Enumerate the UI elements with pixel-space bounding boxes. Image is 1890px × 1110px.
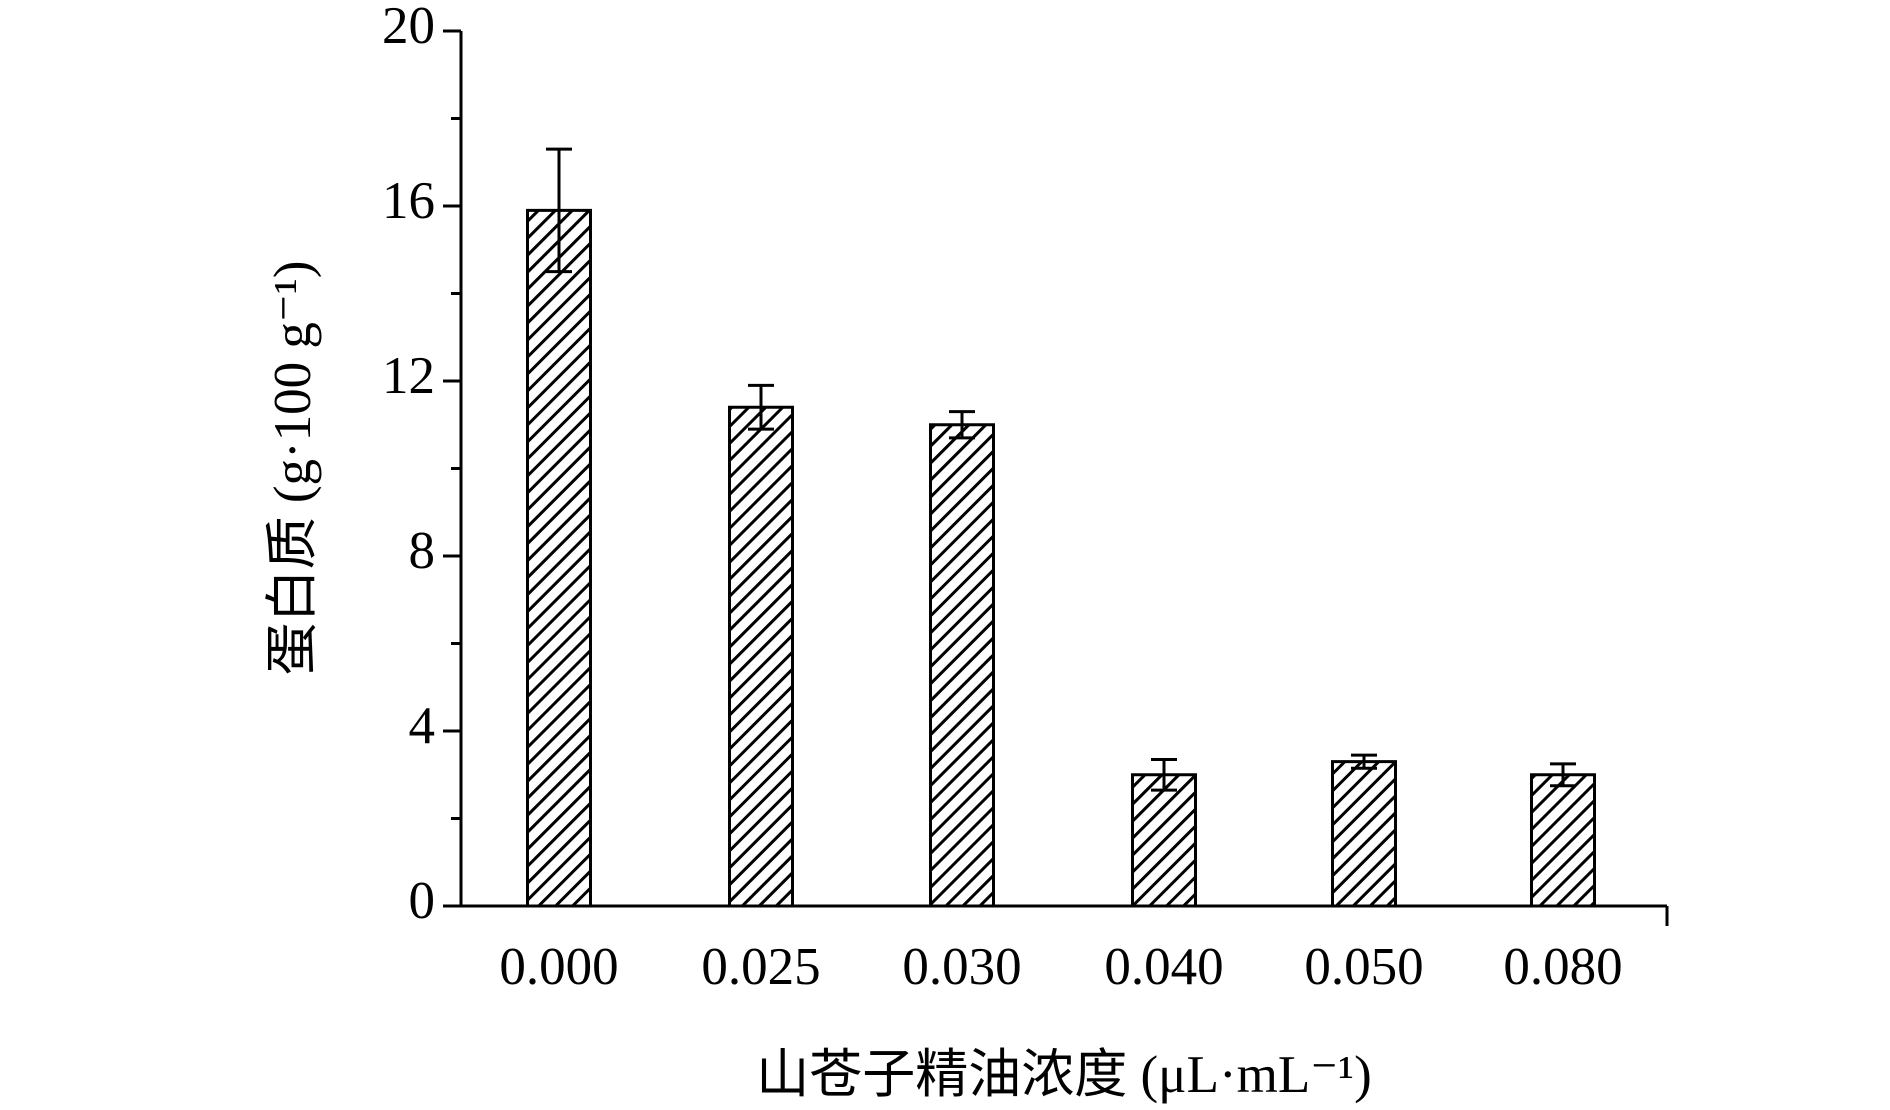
x-tick-label: 0.000: [499, 938, 618, 996]
error-bar: [1151, 757, 1177, 792]
y-tick-label: 20: [382, 0, 435, 55]
y-tick-label: 0: [409, 872, 436, 930]
bar: [1131, 773, 1197, 908]
x-tick-label: 0.025: [701, 938, 820, 996]
error-bar: [1550, 762, 1576, 788]
y-axis-title: 蛋白质 (g·100 g⁻¹): [264, 261, 322, 676]
y-tick-label: 8: [409, 522, 436, 580]
bar: [1331, 760, 1397, 908]
x-tick-label: 0.080: [1503, 938, 1622, 996]
x-tick-label: 0.040: [1104, 938, 1223, 996]
bar: [1530, 773, 1596, 908]
y-tick-label: 12: [382, 347, 435, 405]
error-bar: [949, 410, 975, 440]
y-tick-label: 4: [409, 697, 436, 755]
error-bar: [546, 147, 572, 274]
x-axis-title: 山苍子精油浓度 (μL·mL⁻¹): [756, 1046, 1371, 1104]
bar: [526, 208, 592, 908]
bar: [728, 405, 794, 908]
bar: [929, 423, 995, 908]
error-bar: [748, 383, 774, 431]
error-bar: [1351, 753, 1377, 770]
x-tick-label: 0.050: [1304, 938, 1423, 996]
x-tick-label: 0.030: [902, 938, 1021, 996]
y-tick-label: 16: [382, 172, 435, 230]
